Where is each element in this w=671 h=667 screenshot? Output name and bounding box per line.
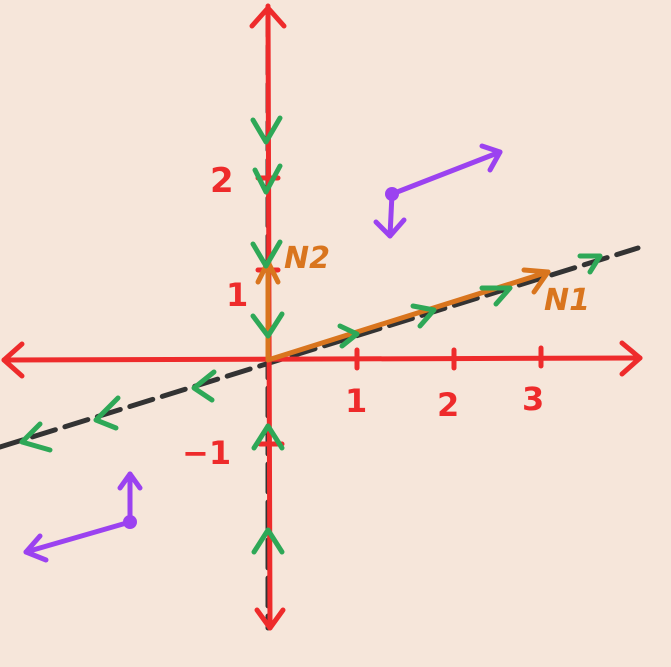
y-tick-label-2: 2 [210,161,234,201]
flow-arrow-left-2 [93,395,121,431]
eigenvector-v1-label: N1 [544,283,590,318]
eigenvector-v1 [265,269,551,363]
flow-arrow-down-3 [250,239,283,269]
flow-arrow-up-1 [251,423,285,451]
eigenvector-v1-arrowhead [521,267,551,295]
sample-vector-upper-long-arrowhead [479,143,503,173]
flow-arrow-right-3 [479,285,513,307]
flow-arrow-right-4 [577,253,603,275]
flow-arrow-down-4 [250,311,285,339]
sample-point-upper [385,187,399,201]
dashed-eigenline [0,245,641,450]
y-tick-label-minus-1: −1 [182,434,231,472]
sample-vector-upper-long [389,149,503,197]
x-tick-label-2: 2 [437,386,459,424]
y-axis-top-arrowhead [249,5,287,29]
flow-arrow-right-2 [410,303,437,329]
flow-arrow-down-2 [252,163,283,195]
flow-arrow-down-1 [250,115,283,145]
eigenvector-v2-label: N2 [284,241,330,276]
y-tick-label-1: 1 [226,276,248,314]
x-tick-label-3: 3 [522,380,544,418]
sample-vector-lower-long [23,519,133,555]
x-tick-label-1: 1 [345,382,367,420]
sample-vector-lower-long-arrowhead [23,533,49,563]
sample-vector-upper-short-arrowhead [373,217,407,239]
sample-vector-upper-short [387,191,395,239]
flow-arrow-left-3 [19,421,53,453]
sample-point-lower [123,515,137,529]
sample-vector-lower-short-arrowhead [117,471,143,491]
y-axis-bottom-arrowhead [254,607,286,631]
x-axis-left-arrowhead [1,341,25,379]
flow-arrow-left-1 [191,369,217,403]
x-axis [1,340,643,379]
flow-arrow-up-2 [251,527,285,555]
flow-arrow-right-1 [337,323,360,349]
x-axis-right-arrowhead [619,340,643,377]
